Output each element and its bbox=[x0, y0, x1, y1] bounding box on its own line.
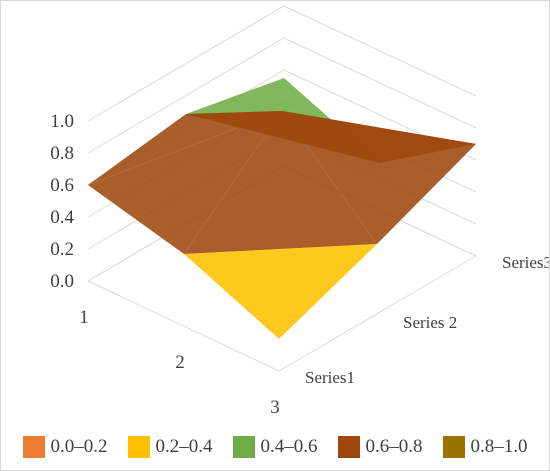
legend-swatch bbox=[22, 436, 45, 458]
series-tick-label: Series 2 bbox=[403, 313, 457, 332]
plot-area: 0.0 0.2 0.4 0.6 0.8 1.0 1 2 3 Series1 Series 2 Seri… bbox=[50, 5, 549, 418]
axis-ticks: 0.0 0.2 0.4 0.6 0.8 1.0 1 2 3 Series1 Series 2 Seri… bbox=[50, 111, 549, 418]
legend-label: 0.2–0.4 bbox=[155, 436, 213, 457]
z-tick-label: 0.0 bbox=[50, 271, 74, 292]
legend-label: 0.6–0.8 bbox=[365, 436, 423, 457]
legend-swatch bbox=[337, 436, 360, 458]
legend-item: 0.6–0.8 bbox=[337, 436, 423, 458]
surface-facet bbox=[184, 111, 377, 254]
surface-facet bbox=[184, 244, 377, 339]
legend-swatch bbox=[232, 436, 255, 458]
legend-item: 0.2–0.4 bbox=[127, 436, 213, 458]
gridline bbox=[87, 5, 477, 122]
surface bbox=[88, 78, 476, 339]
legend-swatch bbox=[127, 436, 150, 458]
series-tick-label: Series1 bbox=[305, 368, 355, 387]
floor-edge bbox=[87, 280, 280, 372]
z-tick-label: 0.4 bbox=[50, 207, 74, 228]
x-tick-label: 1 bbox=[79, 307, 89, 328]
legend-label: 0.4–0.6 bbox=[260, 436, 318, 457]
legend-label: 0.8–1.0 bbox=[470, 436, 528, 457]
legend-item: 0.8–1.0 bbox=[442, 436, 528, 458]
surface-facet bbox=[88, 111, 282, 254]
gridline bbox=[87, 37, 477, 154]
surface-facet bbox=[282, 111, 476, 244]
legend-item: 0.0–0.2 bbox=[22, 436, 108, 458]
z-tick-label: 0.2 bbox=[50, 239, 74, 260]
legend: 0.0–0.2 0.2–0.4 0.4–0.6 0.6–0.8 0.8–1.0 bbox=[1, 432, 549, 462]
floor-edge bbox=[278, 255, 477, 372]
z-tick-label: 0.6 bbox=[50, 175, 74, 196]
z-tick-label: 1.0 bbox=[50, 111, 74, 132]
legend-label: 0.0–0.2 bbox=[50, 436, 108, 457]
z-tick-label: 0.8 bbox=[50, 143, 74, 164]
x-tick-label: 3 bbox=[270, 397, 280, 418]
legend-item: 0.4–0.6 bbox=[232, 436, 318, 458]
x-tick-label: 2 bbox=[175, 352, 185, 373]
legend-swatch bbox=[442, 436, 465, 458]
series-tick-label: Series3 bbox=[502, 253, 549, 272]
